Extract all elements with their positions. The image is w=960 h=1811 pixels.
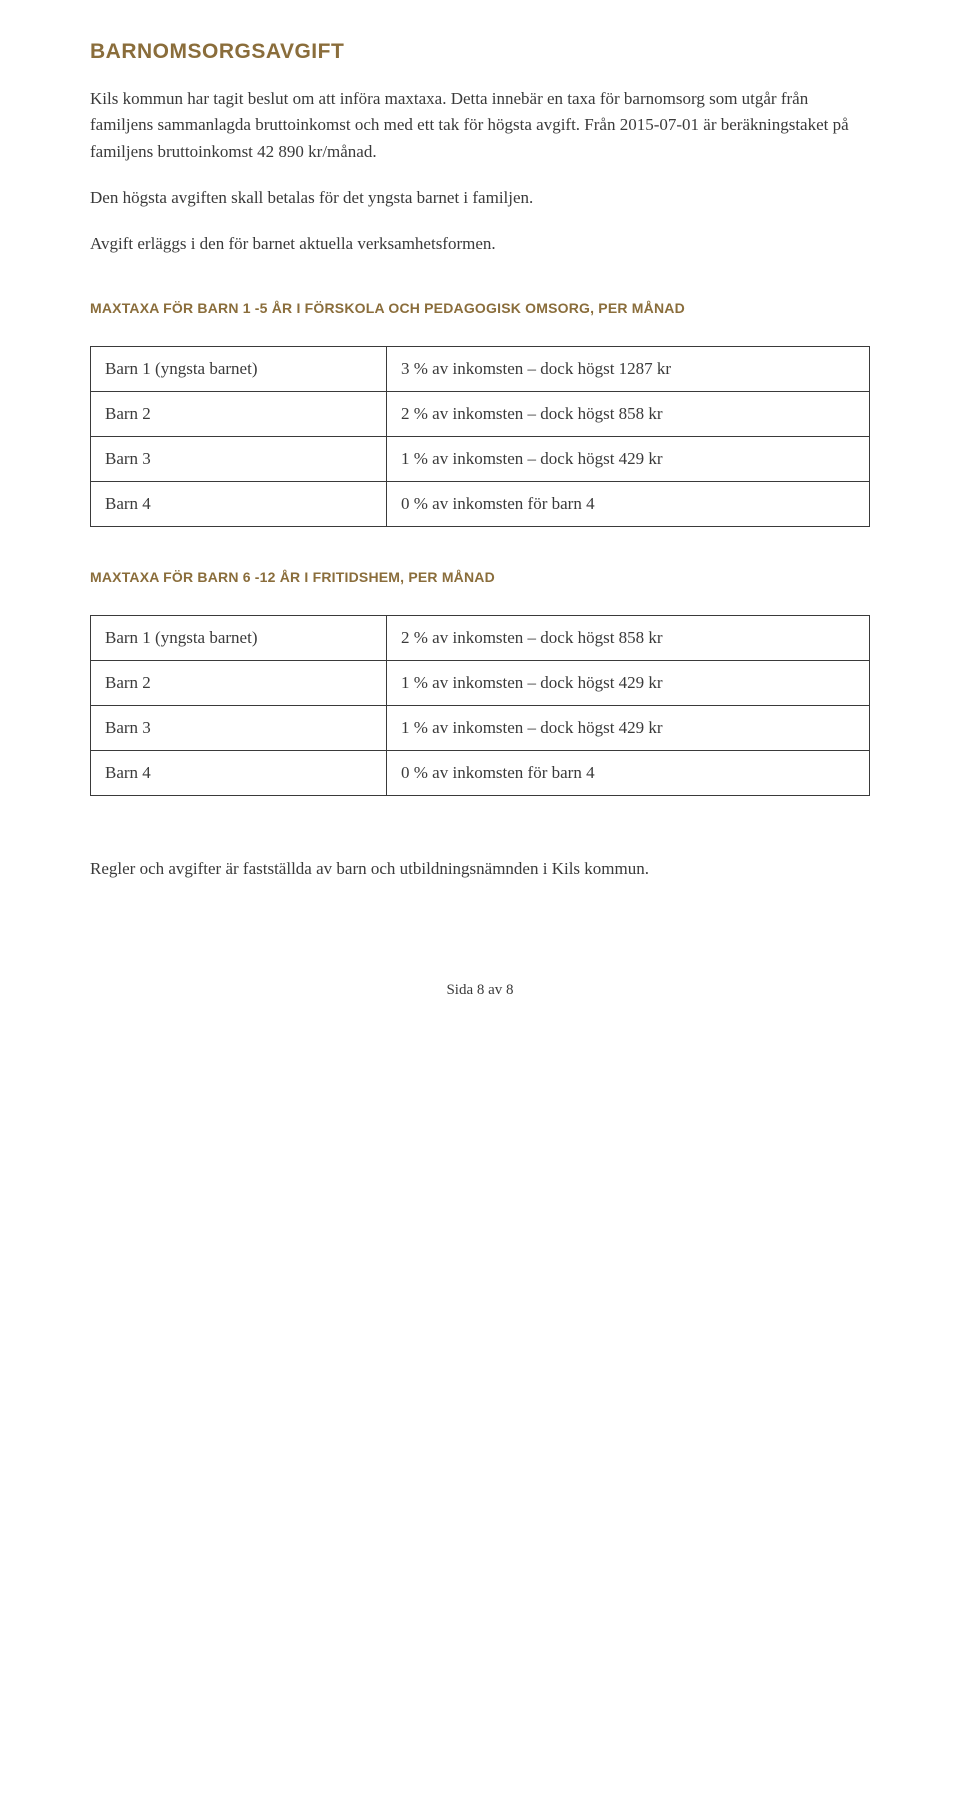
table-row: Barn 1 (yngsta barnet) 3 % av inkomsten … xyxy=(91,346,870,391)
row-value: 2 % av inkomsten – dock högst 858 kr xyxy=(387,615,870,660)
page-footer: Sida 8 av 8 xyxy=(90,982,870,999)
section-heading-forskola: MAXTAXA FÖR BARN 1 -5 ÅR I FÖRSKOLA OCH … xyxy=(90,300,870,316)
table-row: Barn 2 1 % av inkomsten – dock högst 429… xyxy=(91,660,870,705)
page-title: BARNOMSORGSAVGIFT xyxy=(90,40,870,64)
fee-table-fritidshem: Barn 1 (yngsta barnet) 2 % av inkomsten … xyxy=(90,615,870,796)
row-value: 3 % av inkomsten – dock högst 1287 kr xyxy=(387,346,870,391)
row-label: Barn 4 xyxy=(91,750,387,795)
row-label: Barn 3 xyxy=(91,705,387,750)
row-label: Barn 4 xyxy=(91,481,387,526)
row-value: 0 % av inkomsten för barn 4 xyxy=(387,481,870,526)
row-value: 1 % av inkomsten – dock högst 429 kr xyxy=(387,705,870,750)
fee-table-forskola: Barn 1 (yngsta barnet) 3 % av inkomsten … xyxy=(90,346,870,527)
row-label: Barn 1 (yngsta barnet) xyxy=(91,346,387,391)
table-row: Barn 3 1 % av inkomsten – dock högst 429… xyxy=(91,436,870,481)
row-label: Barn 2 xyxy=(91,391,387,436)
row-label: Barn 2 xyxy=(91,660,387,705)
table-row: Barn 2 2 % av inkomsten – dock högst 858… xyxy=(91,391,870,436)
row-label: Barn 1 (yngsta barnet) xyxy=(91,615,387,660)
intro-paragraph-3: Avgift erläggs i den för barnet aktuella… xyxy=(90,231,870,257)
row-value: 2 % av inkomsten – dock högst 858 kr xyxy=(387,391,870,436)
closing-paragraph: Regler och avgifter är fastställda av ba… xyxy=(90,856,870,882)
table-row: Barn 4 0 % av inkomsten för barn 4 xyxy=(91,481,870,526)
table-row: Barn 4 0 % av inkomsten för barn 4 xyxy=(91,750,870,795)
table-row: Barn 1 (yngsta barnet) 2 % av inkomsten … xyxy=(91,615,870,660)
section-heading-fritidshem: MAXTAXA FÖR BARN 6 -12 ÅR I FRITIDSHEM, … xyxy=(90,569,870,585)
row-label: Barn 3 xyxy=(91,436,387,481)
row-value: 1 % av inkomsten – dock högst 429 kr xyxy=(387,660,870,705)
table-row: Barn 3 1 % av inkomsten – dock högst 429… xyxy=(91,705,870,750)
intro-paragraph-2: Den högsta avgiften skall betalas för de… xyxy=(90,185,870,211)
intro-paragraph-1: Kils kommun har tagit beslut om att infö… xyxy=(90,86,870,165)
row-value: 1 % av inkomsten – dock högst 429 kr xyxy=(387,436,870,481)
row-value: 0 % av inkomsten för barn 4 xyxy=(387,750,870,795)
